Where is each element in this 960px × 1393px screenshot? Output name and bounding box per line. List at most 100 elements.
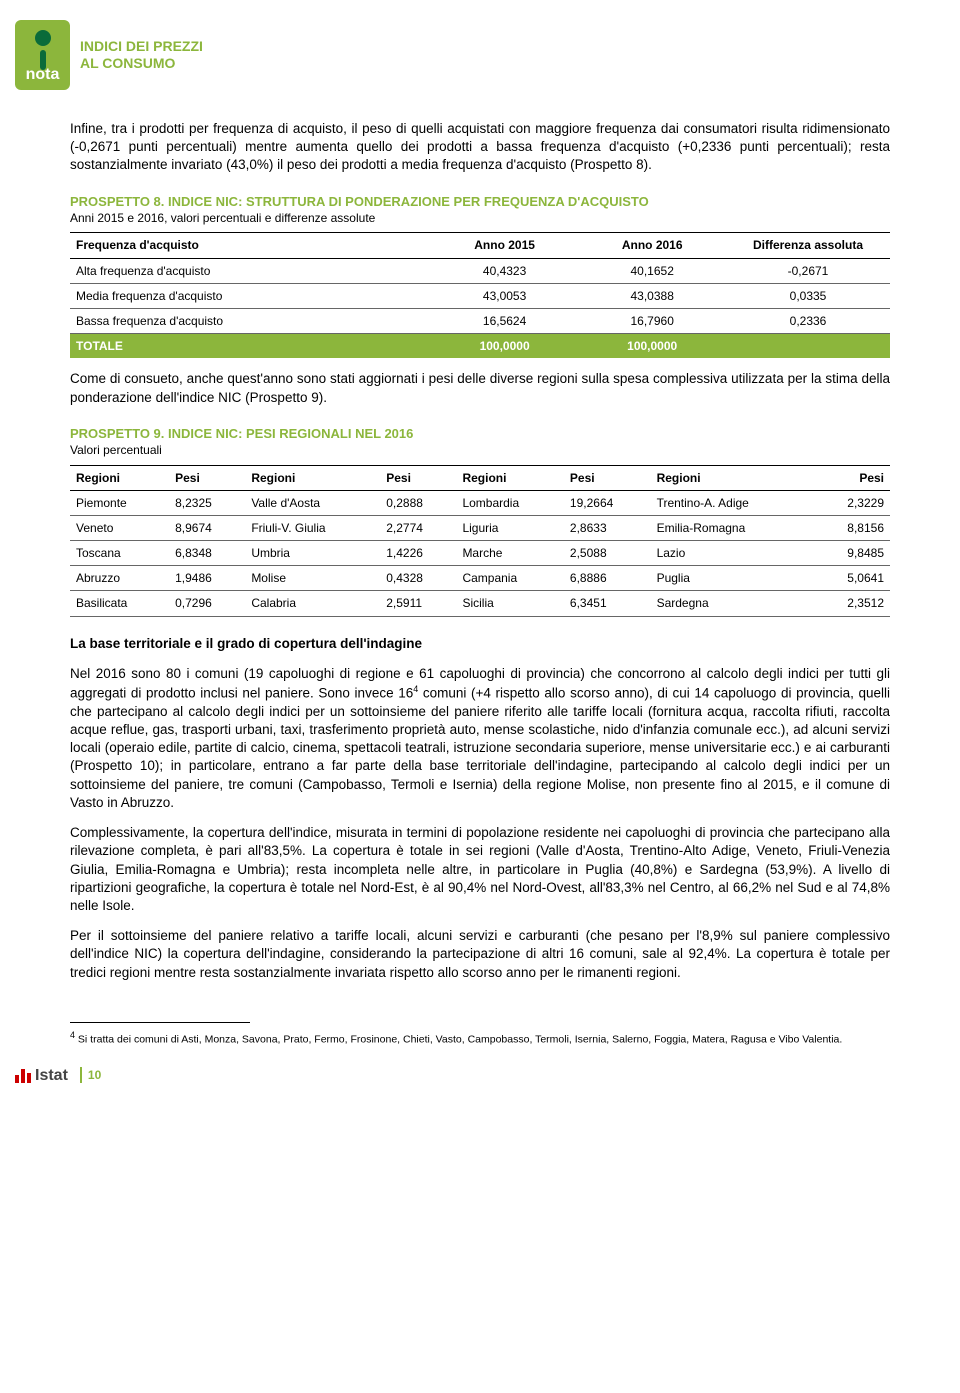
cell-value: 0,0335 [726,283,890,308]
footnote-separator [70,1022,250,1023]
cell-weight: 9,8485 [814,541,890,566]
cell-weight: 2,3512 [814,591,890,616]
cell-weight: 2,2774 [380,515,456,540]
col-header: Frequenza d'acquisto [70,233,431,258]
cell-weight: 8,2325 [169,490,245,515]
cell-weight: 5,0641 [814,566,890,591]
col-header: Regioni [456,465,563,490]
footnote-text: Si tratta dei comuni di Asti, Monza, Sav… [75,1033,842,1045]
header: nota INDICI DEI PREZZI AL CONSUMO [15,20,835,90]
table-row: Abruzzo1,9486Molise0,4328Campania6,8886P… [70,566,890,591]
header-title-line2: AL CONSUMO [80,55,203,72]
prospetto8-subtitle: Anni 2015 e 2016, valori percentuali e d… [70,210,890,226]
cell-weight: 2,5911 [380,591,456,616]
table-row: Bassa frequenza d'acquisto 16,5624 16,79… [70,308,890,333]
table-row: Basilicata0,7296Calabria2,5911Sicilia6,3… [70,591,890,616]
cell-value [726,334,890,359]
cell-weight: 2,5088 [564,541,651,566]
cell-region: Calabria [245,591,380,616]
cell-region: Piemonte [70,490,169,515]
col-header: Regioni [245,465,380,490]
cell-region: Molise [245,566,380,591]
cell-weight: 8,9674 [169,515,245,540]
cell-value: 43,0053 [431,283,579,308]
col-header: Anno 2016 [578,233,726,258]
cell-weight: 0,2888 [380,490,456,515]
col-header: Regioni [70,465,169,490]
paragraph-3b: comuni (+4 rispetto allo scorso anno), d… [70,686,890,810]
col-header: Anno 2015 [431,233,579,258]
cell-weight: 6,8886 [564,566,651,591]
cell-weight: 0,4328 [380,566,456,591]
cell-value: -0,2671 [726,258,890,283]
cell-region: Lombardia [456,490,563,515]
cell-region: Emilia-Romagna [651,515,814,540]
prospetto9-title: PROSPETTO 9. INDICE NIC: PESI REGIONALI … [70,425,890,443]
cell-region: Marche [456,541,563,566]
section-title: La base territoriale e il grado di coper… [70,635,890,653]
istat-bars-icon [15,1067,31,1083]
cell-weight: 6,8348 [169,541,245,566]
cell-value: 40,1652 [578,258,726,283]
cell-value: 16,7960 [578,308,726,333]
cell-region: Liguria [456,515,563,540]
paragraph-3: Nel 2016 sono 80 i comuni (19 capoluoghi… [70,665,890,812]
cell-label: Media frequenza d'acquisto [70,283,431,308]
page-number: 10 [80,1067,101,1083]
cell-weight: 19,2664 [564,490,651,515]
cell-label: Bassa frequenza d'acquisto [70,308,431,333]
footnote: 4 Si tratta dei comuni di Asti, Monza, S… [70,1029,890,1047]
cell-label: TOTALE [70,334,431,359]
cell-weight: 1,4226 [380,541,456,566]
paragraph-2: Come di consueto, anche quest'anno sono … [70,370,890,406]
cell-region: Basilicata [70,591,169,616]
cell-region: Campania [456,566,563,591]
cell-region: Sardegna [651,591,814,616]
cell-region: Umbria [245,541,380,566]
col-header: Pesi [814,465,890,490]
header-title: INDICI DEI PREZZI AL CONSUMO [80,38,203,72]
col-header: Pesi [380,465,456,490]
table-row: Veneto8,9674Friuli-V. Giulia2,2774Liguri… [70,515,890,540]
istat-text: Istat [35,1065,68,1087]
table-row: Toscana6,8348Umbria1,4226Marche2,5088Laz… [70,541,890,566]
footer: Istat 10 [15,1065,835,1087]
col-header: Pesi [169,465,245,490]
col-header: Regioni [651,465,814,490]
cell-value: 0,2336 [726,308,890,333]
cell-weight: 2,8633 [564,515,651,540]
table-header-row: Frequenza d'acquisto Anno 2015 Anno 2016… [70,233,890,258]
cell-weight: 8,8156 [814,515,890,540]
cell-label: Alta frequenza d'acquisto [70,258,431,283]
paragraph-1: Infine, tra i prodotti per frequenza di … [70,120,890,175]
cell-weight: 6,3451 [564,591,651,616]
cell-region: Toscana [70,541,169,566]
prospetto9-subtitle: Valori percentuali [70,442,890,458]
col-header: Differenza assoluta [726,233,890,258]
cell-value: 43,0388 [578,283,726,308]
nota-logo-icon: nota [15,20,70,90]
cell-region: Abruzzo [70,566,169,591]
col-header: Pesi [564,465,651,490]
cell-region: Trentino-A. Adige [651,490,814,515]
cell-weight: 1,9486 [169,566,245,591]
cell-weight: 2,3229 [814,490,890,515]
table-row: Piemonte8,2325Valle d'Aosta0,2888Lombard… [70,490,890,515]
cell-region: Valle d'Aosta [245,490,380,515]
cell-region: Sicilia [456,591,563,616]
cell-value: 16,5624 [431,308,579,333]
header-title-line1: INDICI DEI PREZZI [80,38,203,55]
table-header-row: Regioni Pesi Regioni Pesi Regioni Pesi R… [70,465,890,490]
prospetto8-table: Frequenza d'acquisto Anno 2015 Anno 2016… [70,232,890,358]
page-container: nota INDICI DEI PREZZI AL CONSUMO Infine… [0,0,960,1116]
prospetto9-table: Regioni Pesi Regioni Pesi Regioni Pesi R… [70,465,890,617]
paragraph-5: Per il sottoinsieme del paniere relativo… [70,927,890,982]
cell-region: Friuli-V. Giulia [245,515,380,540]
cell-value: 100,0000 [431,334,579,359]
cell-region: Lazio [651,541,814,566]
table-total-row: TOTALE 100,0000 100,0000 [70,334,890,359]
table-row: Media frequenza d'acquisto 43,0053 43,03… [70,283,890,308]
istat-logo-icon: Istat [15,1065,68,1087]
prospetto8-title: PROSPETTO 8. INDICE NIC: STRUTTURA DI PO… [70,193,890,211]
paragraph-4: Complessivamente, la copertura dell'indi… [70,824,890,915]
